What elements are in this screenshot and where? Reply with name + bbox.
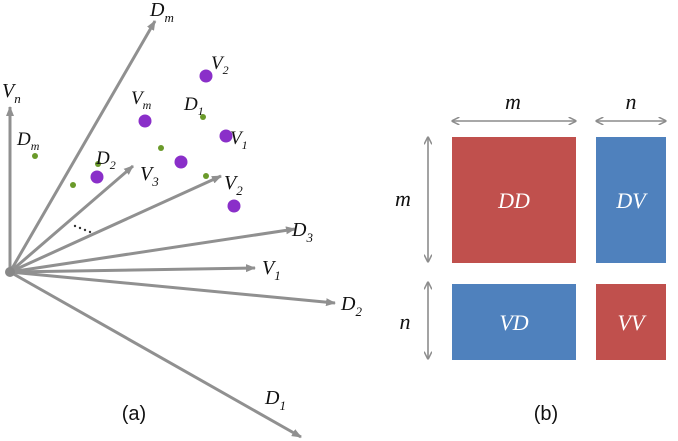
vector-label-d3: D3	[291, 219, 313, 245]
d-points	[32, 114, 209, 188]
point-label-d2: D2	[95, 148, 116, 172]
vector-dm-arrow	[8, 20, 157, 273]
v-point	[138, 114, 152, 128]
vector-v3-arrow	[9, 164, 134, 274]
d-point	[203, 173, 209, 179]
point-label-v2: V2	[211, 53, 229, 77]
block-dv-label: DV	[615, 188, 648, 213]
panel-a: Dm Vn V3 V2 D3 V1 D2 D1 Dm D2 D1 Vm V2 V…	[2, 0, 362, 439]
vector-d2-arrow	[9, 270, 336, 307]
panel-b-caption: (b)	[534, 403, 558, 425]
block-dv	[596, 137, 666, 263]
d-point	[200, 114, 206, 120]
d-point	[32, 153, 38, 159]
point-label-dm: Dm	[16, 129, 40, 153]
block-vd	[452, 284, 576, 360]
side-dim-n-label: n	[400, 309, 411, 334]
top-dim-m-label: m	[505, 89, 521, 114]
d-point	[95, 161, 101, 167]
point-label-v1: V1	[230, 128, 248, 152]
v-point	[90, 170, 104, 184]
top-dim-n-label: n	[626, 89, 637, 114]
v-point	[219, 129, 233, 143]
vector-label-dm: Dm	[149, 0, 174, 25]
vector-label-v2: V2	[224, 172, 243, 198]
vector-v2-arrow	[9, 174, 222, 274]
vector-label-d2: D2	[340, 293, 362, 319]
vector-label-v3: V3	[140, 163, 159, 189]
panel-a-caption: (a)	[122, 403, 146, 425]
vector-label-d1: D1	[264, 387, 286, 413]
d-point	[70, 182, 76, 188]
vector-label-vn: Vn	[2, 80, 21, 106]
vector-label-v1: V1	[262, 257, 281, 283]
side-dim-m-label: m	[395, 186, 411, 211]
point-label-d1: D1	[183, 94, 204, 118]
vector-d1-arrow	[9, 270, 302, 439]
point-label-vm: Vm	[131, 88, 152, 112]
v-point	[199, 69, 213, 83]
block-vv-label: VV	[618, 310, 647, 335]
block-dd	[452, 137, 576, 263]
block-vv	[596, 284, 666, 360]
block-dd-label: DD	[497, 188, 530, 213]
block-vd-label: VD	[499, 310, 528, 335]
vector-v1-arrow	[9, 264, 256, 274]
v-point	[227, 199, 241, 213]
vector-d3-arrow	[9, 226, 296, 274]
ellipsis-dots	[73, 224, 92, 234]
d-point	[158, 145, 164, 151]
v-points	[90, 69, 241, 213]
panel-b: m n m n DD DV VD VV (b)	[395, 89, 666, 425]
origin-point	[5, 267, 15, 277]
v-point	[174, 155, 188, 169]
